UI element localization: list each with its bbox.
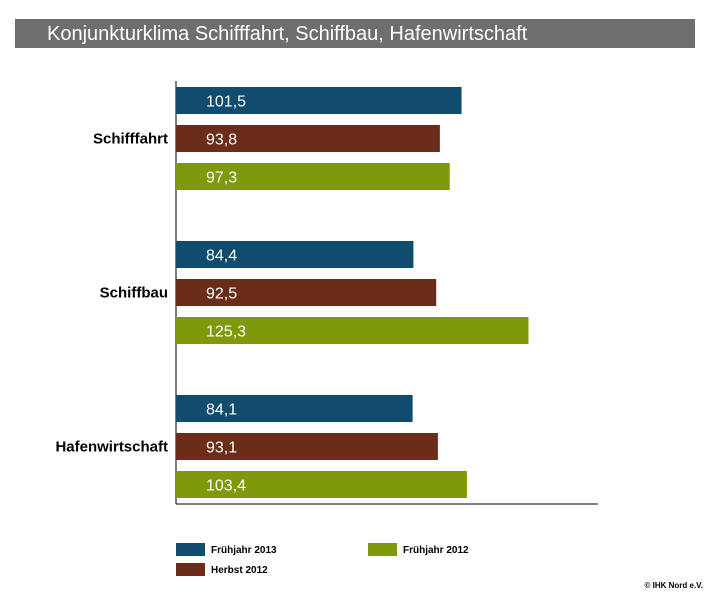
bar-hafenwirtschaft-0 [176, 395, 413, 422]
copyright-text: © IHK Nord e.V. [644, 581, 704, 590]
data-label-schifffahrt-0: 101,5 [206, 94, 246, 111]
data-label-schiffbau-2: 125,3 [206, 324, 246, 341]
title-bar: Konjunkturklima Schifffahrt, Schiffbau, … [15, 19, 695, 48]
data-label-hafenwirtschaft-0: 84,1 [206, 402, 237, 419]
legend-swatch-0 [176, 543, 205, 556]
bar-hafenwirtschaft-1 [176, 433, 438, 460]
category-label-schifffahrt: Schifffahrt [93, 131, 168, 148]
legend-swatch-1 [368, 543, 397, 556]
data-label-schifffahrt-1: 93,8 [206, 132, 237, 149]
chart-title: Konjunkturklima Schifffahrt, Schiffbau, … [47, 23, 528, 45]
legend-label-0: Frühjahr 2013 [211, 545, 277, 556]
bar-schiffbau-1 [176, 279, 437, 306]
data-label-hafenwirtschaft-1: 93,1 [206, 440, 237, 457]
data-label-schiffbau-1: 92,5 [206, 286, 237, 303]
legend-label-2: Herbst 2012 [211, 565, 268, 576]
data-label-schifffahrt-2: 97,3 [206, 170, 237, 187]
category-label-hafenwirtschaft: Hafenwirtschaft [55, 439, 168, 456]
bar-hafenwirtschaft-2 [176, 471, 467, 498]
bar-schifffahrt-2 [176, 163, 450, 190]
bar-schifffahrt-0 [176, 87, 462, 114]
data-label-hafenwirtschaft-2: 103,4 [206, 478, 246, 495]
bar-schiffbau-2 [176, 317, 529, 344]
legend-label-1: Frühjahr 2012 [403, 545, 469, 556]
bar-schiffbau-0 [176, 241, 414, 268]
bar-schifffahrt-1 [176, 125, 440, 152]
legend-swatch-2 [176, 563, 205, 576]
category-label-schiffbau: Schiffbau [100, 285, 168, 302]
data-label-schiffbau-0: 84,4 [206, 248, 237, 265]
